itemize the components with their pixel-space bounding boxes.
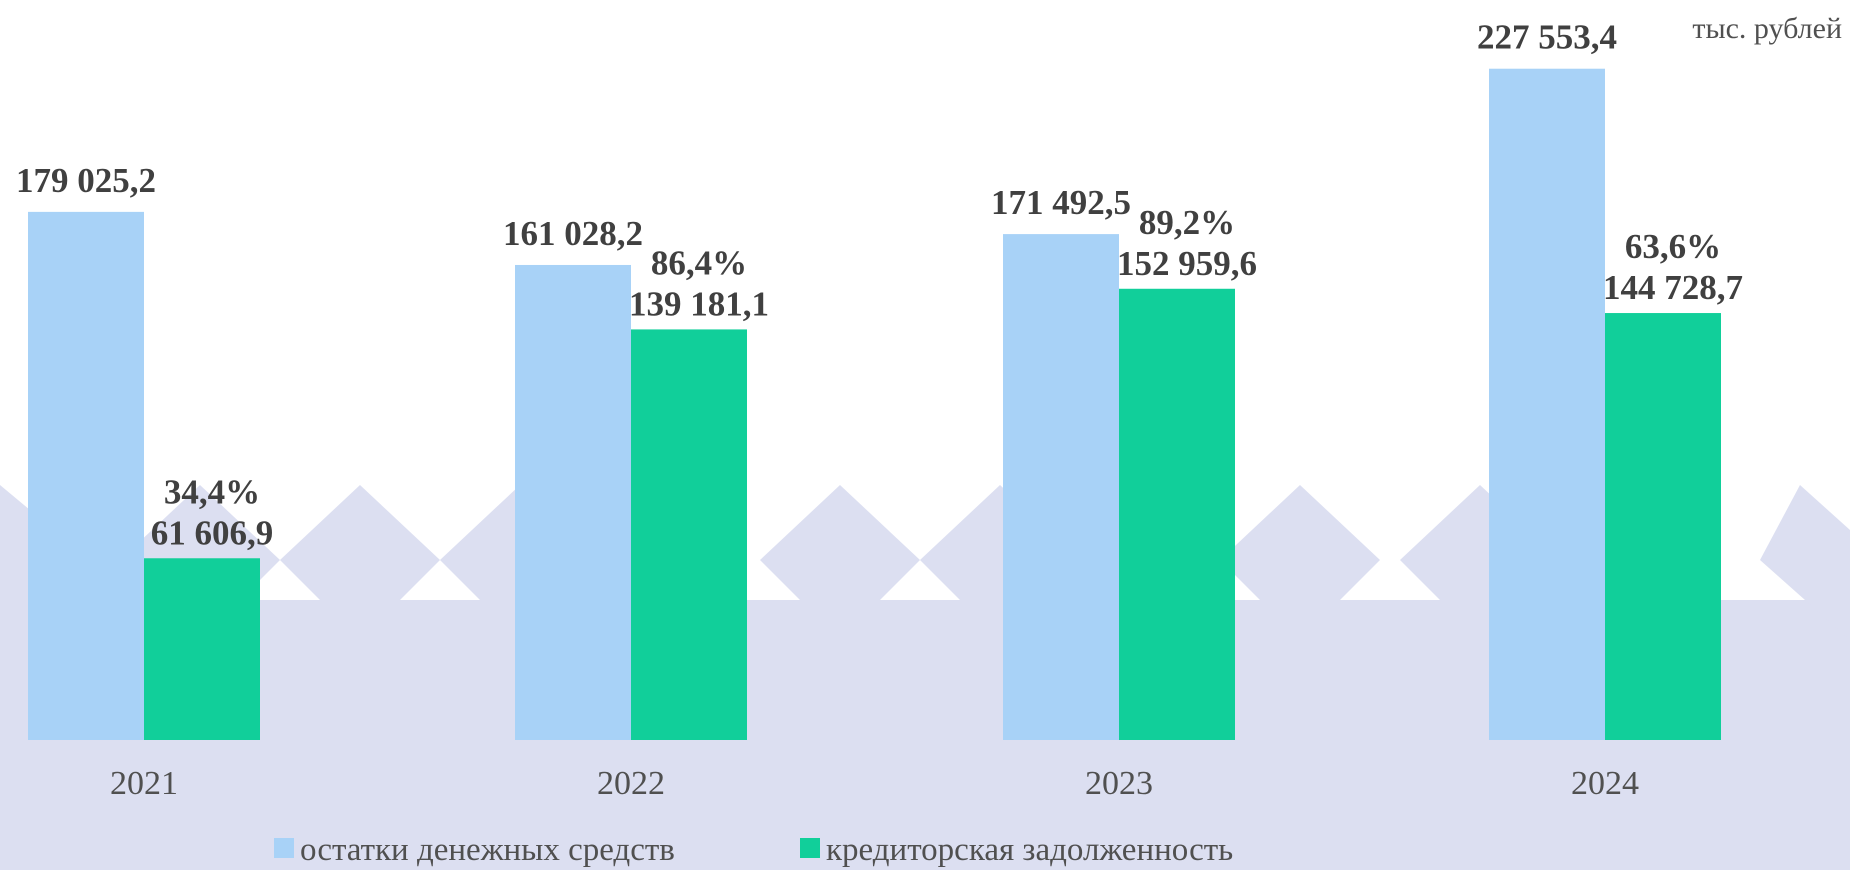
value-label: 144 728,7 [1603,268,1743,307]
share-label: 34,4% [164,472,260,511]
value-label: 179 025,2 [16,161,156,200]
value-label: 161 028,2 [503,214,643,253]
bar [1489,68,1605,740]
value-label: 139 181,1 [629,284,769,323]
value-label: 61 606,9 [151,513,274,552]
share-label: 86,4% [651,243,747,282]
bar [1003,234,1119,741]
legend-swatch [800,838,820,858]
value-label: 171 492,5 [991,183,1131,222]
bar [1605,313,1721,740]
legend-label: кредиторская задолженность [826,832,1233,868]
x-tick-label: 2023 [1085,765,1153,802]
bar [1119,288,1235,740]
unit-label: тыс. рублей [1692,12,1842,45]
value-label: 227 553,4 [1477,18,1617,57]
value-label: 152 959,6 [1117,244,1257,283]
share-label: 63,6% [1625,227,1721,266]
bar [144,558,260,740]
x-tick-label: 2021 [110,765,178,802]
share-label: 89,2% [1139,203,1235,242]
x-tick-label: 2024 [1571,765,1639,802]
bar [28,211,144,740]
legend-swatch [274,838,294,858]
x-tick-label: 2022 [597,765,665,802]
bar [515,264,631,740]
legend-label: остатки денежных средств [300,832,675,868]
bar [631,329,747,740]
